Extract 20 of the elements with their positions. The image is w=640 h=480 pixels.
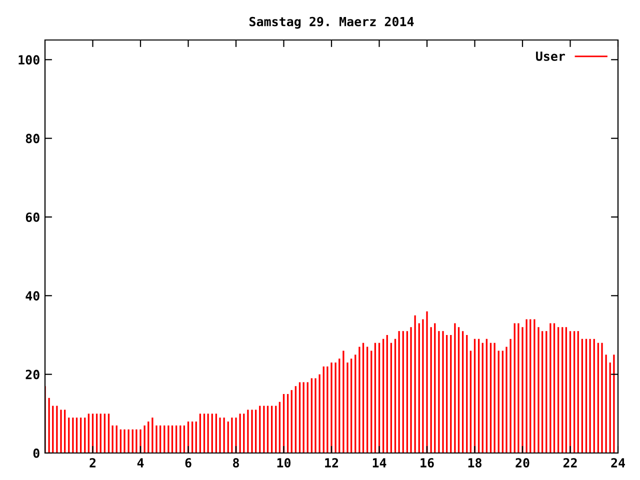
y-tick-label: 40 bbox=[26, 291, 40, 301]
y-tick-label: 80 bbox=[26, 134, 40, 144]
y-tick-label: 100 bbox=[18, 55, 40, 65]
legend-label: User bbox=[536, 52, 565, 61]
x-tick-label: 4 bbox=[137, 458, 144, 468]
x-tick-label: 6 bbox=[185, 458, 192, 468]
y-tick-label: 0 bbox=[33, 448, 40, 458]
x-tick-label: 8 bbox=[233, 458, 239, 468]
x-tick-label: 24 bbox=[611, 458, 625, 468]
x-tick-label: 16 bbox=[420, 458, 434, 468]
x-tick-label: 10 bbox=[277, 458, 291, 468]
y-tick-label: 20 bbox=[26, 370, 40, 380]
chart-title: Samstag 29. Maerz 2014 bbox=[250, 16, 414, 29]
x-tick-label: 22 bbox=[563, 458, 577, 468]
x-tick-label: 12 bbox=[325, 458, 338, 468]
x-tick-label: 18 bbox=[468, 458, 482, 468]
x-tick-label: 2 bbox=[90, 458, 96, 468]
x-tick-label: 20 bbox=[516, 458, 530, 468]
y-tick-label: 60 bbox=[26, 212, 40, 222]
x-tick-label: 14 bbox=[372, 458, 386, 468]
